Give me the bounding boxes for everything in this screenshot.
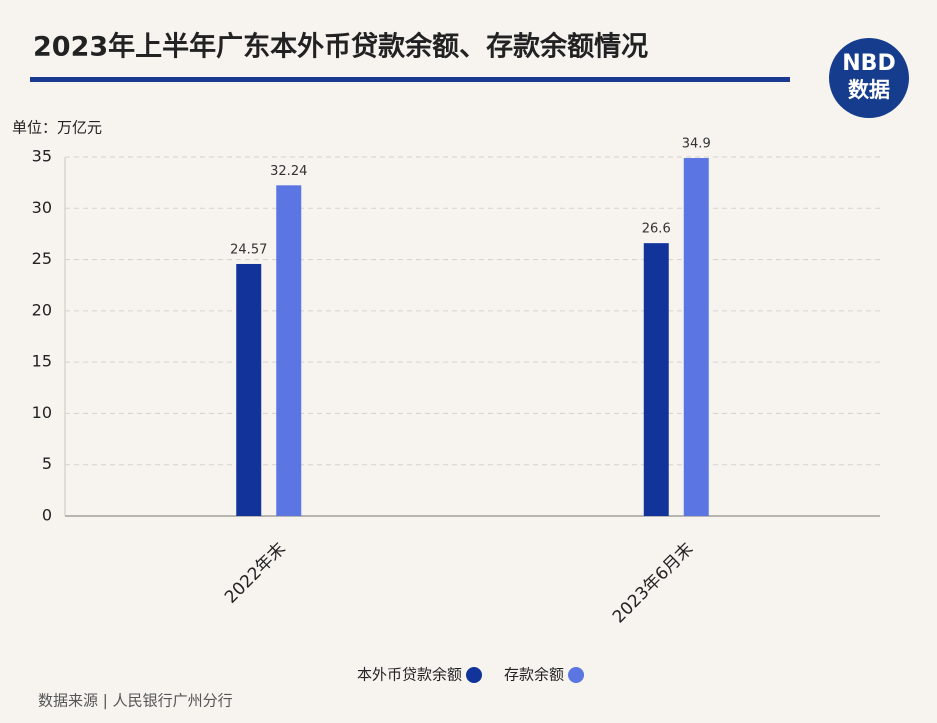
value-label: 34.9 [682,137,711,152]
legend-label: 本外币贷款余额 [357,666,462,684]
legend-label: 存款余额 [504,666,564,684]
y-tick-label: 35 [32,147,52,166]
legend-marker [568,667,585,683]
y-tick-label: 10 [32,403,52,422]
value-label: 24.57 [230,242,267,257]
y-tick-label: 20 [32,300,52,319]
y-tick-label: 30 [32,198,52,217]
logo-circle [829,38,909,118]
title-underline [30,77,790,82]
chart-title: 2023年上半年广东本外币贷款余额、存款余额情况 [33,31,648,63]
bar [276,185,302,517]
logo-bottom: 数据 [848,78,890,102]
bar [236,263,262,516]
y-tick-label: 5 [42,454,52,473]
bar [683,158,709,517]
y-tick-label: 0 [42,506,52,525]
y-tick-label: 15 [32,352,52,371]
unit-label: 单位：万亿元 [12,119,102,137]
bar [643,243,669,516]
value-label: 26.6 [642,222,671,237]
y-tick-label: 25 [32,249,52,268]
source: 数据来源 | 人民银行广州分行 [38,692,233,710]
legend-marker [466,667,483,683]
value-label: 32.24 [270,164,307,179]
logo-top: NBD [842,51,895,76]
